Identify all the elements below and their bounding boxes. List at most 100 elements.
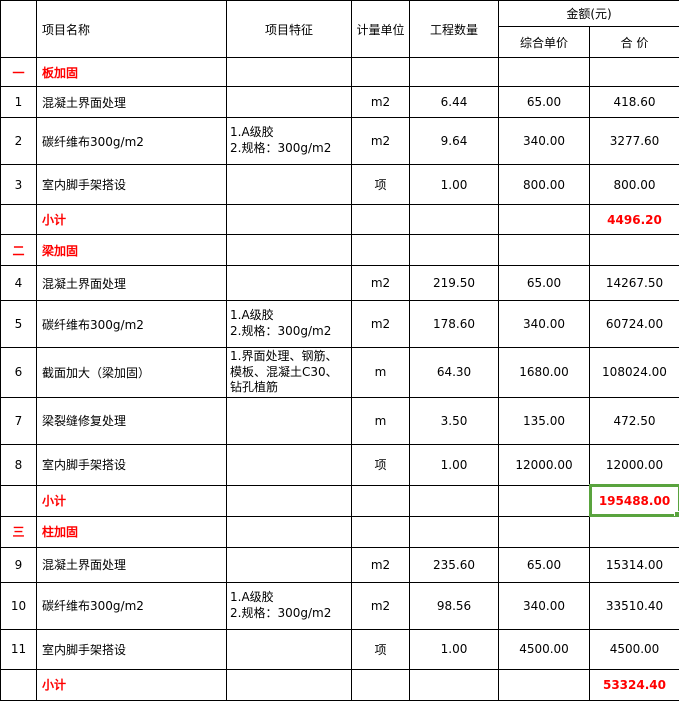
feature-cell[interactable] xyxy=(227,669,352,700)
feature-cell[interactable]: 1.A级胶 2.规格：300g/m2 xyxy=(227,582,352,629)
quantity-cell[interactable]: 235.60 xyxy=(410,547,499,582)
feature-cell[interactable] xyxy=(227,516,352,547)
unit-cell[interactable]: m xyxy=(352,397,410,444)
subtotal-label-cell[interactable]: 小计 xyxy=(37,205,227,235)
unit-cell[interactable]: m2 xyxy=(352,266,410,301)
row-number-cell[interactable]: 7 xyxy=(1,397,37,444)
selection-fill-handle[interactable] xyxy=(674,511,679,517)
unit-price-cell[interactable] xyxy=(499,516,590,547)
section-number-cell[interactable]: 一 xyxy=(1,58,37,87)
quantity-cell[interactable]: 98.56 xyxy=(410,582,499,629)
row-number-cell[interactable]: 9 xyxy=(1,547,37,582)
unit-price-cell[interactable] xyxy=(499,205,590,235)
subtotal-label-cell[interactable]: 小计 xyxy=(37,485,227,516)
unit-price-cell[interactable]: 12000.00 xyxy=(499,444,590,485)
quantity-cell[interactable]: 3.50 xyxy=(410,397,499,444)
unit-cell[interactable] xyxy=(352,205,410,235)
selected-cell[interactable]: 195488.00 xyxy=(590,485,679,516)
item-name-cell[interactable]: 截面加大（梁加固） xyxy=(37,348,227,398)
quantity-cell[interactable]: 1.00 xyxy=(410,165,499,205)
total-cell[interactable]: 4500.00 xyxy=(590,629,679,669)
unit-cell[interactable]: 项 xyxy=(352,629,410,669)
header-total-price[interactable]: 合 价 xyxy=(590,27,679,58)
row-number-cell[interactable]: 11 xyxy=(1,629,37,669)
item-name-cell[interactable]: 碳纤维布300g/m2 xyxy=(37,582,227,629)
total-cell[interactable] xyxy=(590,516,679,547)
item-name-cell[interactable]: 混凝土界面处理 xyxy=(37,266,227,301)
quantity-cell[interactable] xyxy=(410,516,499,547)
quantity-cell[interactable]: 64.30 xyxy=(410,348,499,398)
unit-price-cell[interactable]: 340.00 xyxy=(499,118,590,165)
item-name-cell[interactable]: 碳纤维布300g/m2 xyxy=(37,301,227,348)
total-cell[interactable] xyxy=(590,235,679,266)
unit-price-cell[interactable] xyxy=(499,485,590,516)
quantity-cell[interactable]: 9.64 xyxy=(410,118,499,165)
total-cell[interactable]: 108024.00 xyxy=(590,348,679,398)
row-number-cell[interactable]: 1 xyxy=(1,87,37,118)
quantity-cell[interactable] xyxy=(410,669,499,700)
feature-cell[interactable]: 1.A级胶 2.规格：300g/m2 xyxy=(227,118,352,165)
quantity-cell[interactable] xyxy=(410,235,499,266)
unit-price-cell[interactable]: 65.00 xyxy=(499,266,590,301)
section-title-cell[interactable]: 梁加固 xyxy=(37,235,227,266)
unit-price-cell[interactable]: 65.00 xyxy=(499,547,590,582)
feature-cell[interactable]: 1.A级胶 2.规格：300g/m2 xyxy=(227,301,352,348)
feature-cell[interactable] xyxy=(227,235,352,266)
feature-cell[interactable] xyxy=(227,485,352,516)
item-name-cell[interactable]: 室内脚手架搭设 xyxy=(37,165,227,205)
quantity-cell[interactable]: 219.50 xyxy=(410,266,499,301)
row-number-cell[interactable]: 5 xyxy=(1,301,37,348)
header-corner-cell[interactable] xyxy=(1,1,37,58)
subtotal-value-cell[interactable]: 4496.20 xyxy=(590,205,679,235)
quantity-cell[interactable]: 1.00 xyxy=(410,444,499,485)
header-item-name[interactable]: 项目名称 xyxy=(37,1,227,58)
row-number-cell[interactable] xyxy=(1,669,37,700)
feature-cell[interactable] xyxy=(227,58,352,87)
unit-price-cell[interactable] xyxy=(499,58,590,87)
item-name-cell[interactable]: 混凝土界面处理 xyxy=(37,547,227,582)
unit-price-cell[interactable]: 135.00 xyxy=(499,397,590,444)
quantity-cell[interactable]: 1.00 xyxy=(410,629,499,669)
header-amount-group[interactable]: 金额(元) xyxy=(499,1,679,27)
unit-price-cell[interactable]: 1680.00 xyxy=(499,348,590,398)
unit-cell[interactable]: m2 xyxy=(352,87,410,118)
unit-price-cell[interactable]: 800.00 xyxy=(499,165,590,205)
subtotal-value-cell[interactable]: 53324.40 xyxy=(590,669,679,700)
header-quantity[interactable]: 工程数量 xyxy=(410,1,499,58)
feature-cell[interactable] xyxy=(227,87,352,118)
unit-price-cell[interactable]: 340.00 xyxy=(499,582,590,629)
header-feature[interactable]: 项目特征 xyxy=(227,1,352,58)
unit-cell[interactable]: m2 xyxy=(352,118,410,165)
feature-cell[interactable] xyxy=(227,165,352,205)
unit-price-cell[interactable] xyxy=(499,669,590,700)
total-cell[interactable]: 14267.50 xyxy=(590,266,679,301)
header-unit-price[interactable]: 综合单价 xyxy=(499,27,590,58)
row-number-cell[interactable]: 10 xyxy=(1,582,37,629)
total-cell[interactable]: 12000.00 xyxy=(590,444,679,485)
row-number-cell[interactable]: 8 xyxy=(1,444,37,485)
row-number-cell[interactable]: 6 xyxy=(1,348,37,398)
total-cell[interactable]: 800.00 xyxy=(590,165,679,205)
total-cell[interactable]: 60724.00 xyxy=(590,301,679,348)
section-number-cell[interactable]: 二 xyxy=(1,235,37,266)
item-name-cell[interactable]: 室内脚手架搭设 xyxy=(37,444,227,485)
unit-cell[interactable]: m2 xyxy=(352,547,410,582)
quantity-cell[interactable]: 178.60 xyxy=(410,301,499,348)
header-unit[interactable]: 计量单位 xyxy=(352,1,410,58)
unit-cell[interactable] xyxy=(352,516,410,547)
unit-cell[interactable]: m2 xyxy=(352,582,410,629)
row-number-cell[interactable] xyxy=(1,485,37,516)
item-name-cell[interactable]: 混凝土界面处理 xyxy=(37,87,227,118)
unit-cell[interactable]: m xyxy=(352,348,410,398)
unit-cell[interactable]: 项 xyxy=(352,444,410,485)
item-name-cell[interactable]: 碳纤维布300g/m2 xyxy=(37,118,227,165)
quantity-cell[interactable] xyxy=(410,485,499,516)
item-name-cell[interactable]: 室内脚手架搭设 xyxy=(37,629,227,669)
row-number-cell[interactable]: 4 xyxy=(1,266,37,301)
total-cell[interactable]: 33510.40 xyxy=(590,582,679,629)
unit-price-cell[interactable]: 340.00 xyxy=(499,301,590,348)
feature-cell[interactable] xyxy=(227,397,352,444)
unit-cell[interactable] xyxy=(352,235,410,266)
section-title-cell[interactable]: 板加固 xyxy=(37,58,227,87)
total-cell[interactable]: 15314.00 xyxy=(590,547,679,582)
